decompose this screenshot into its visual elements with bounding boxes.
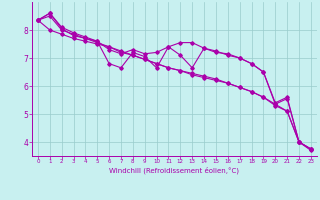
X-axis label: Windchill (Refroidissement éolien,°C): Windchill (Refroidissement éolien,°C) [109, 167, 239, 174]
